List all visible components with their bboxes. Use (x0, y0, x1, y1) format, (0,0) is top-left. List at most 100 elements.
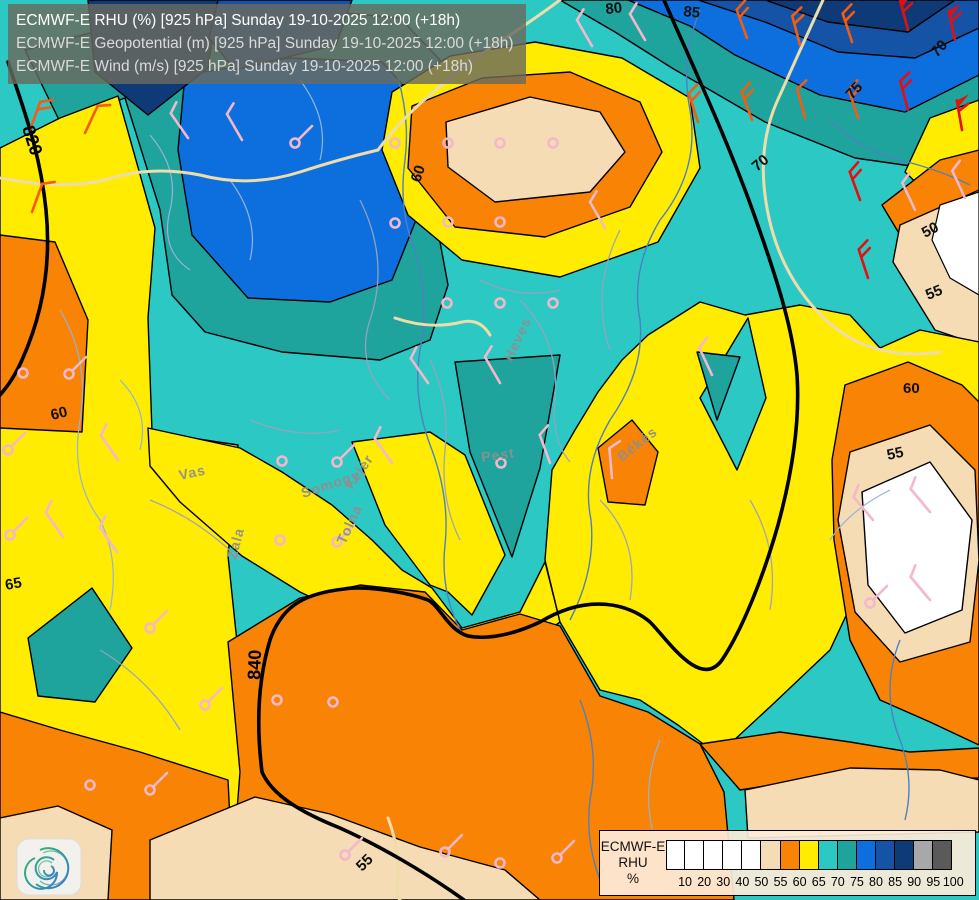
wind-barb (790, 6, 805, 47)
wind-barb (551, 839, 576, 864)
rhu-region (351, 431, 506, 616)
wind-barb (857, 239, 872, 280)
county-label: Vas (177, 462, 207, 483)
wind-barb (495, 457, 507, 469)
legend-tick: 30 (716, 874, 731, 889)
legend-swatch (856, 839, 877, 870)
wind-barb (271, 694, 283, 706)
wind-barb (575, 8, 594, 48)
legend-tick: 85 (888, 874, 903, 889)
wind-barb (909, 564, 932, 602)
legend-swatch (876, 839, 896, 870)
wind-barb (199, 686, 224, 711)
legend-scale: 10 20 30 40 50 55 60 65 70 75 80 85 90 9… (666, 838, 975, 889)
title-line-wind: ECMWF-E Wind (m/s) [925 hPa] Sunday 19-1… (16, 58, 474, 75)
legend-title-model: ECMWF-E (600, 839, 666, 854)
wind-barb (847, 79, 862, 120)
legend-swatch (799, 839, 819, 870)
wind-barb (439, 833, 464, 858)
legend-tick: 75 (849, 874, 864, 889)
wind-barb (947, 4, 962, 42)
wind-barb (99, 422, 120, 462)
wind-barb (339, 836, 364, 861)
wind-barb (409, 345, 430, 385)
legend-title-param: RHU (618, 855, 648, 870)
rhu-region (27, 587, 133, 703)
wind-barbs-layer (2, 0, 970, 869)
wind-barb (909, 476, 932, 514)
wind-barb (331, 443, 356, 468)
cyclone-swirl-icon (24, 847, 70, 890)
wind-barb (494, 297, 506, 309)
wind-barb (28, 98, 54, 132)
rhu-contour-label: 85 (683, 3, 701, 22)
legend-tick: 95 (926, 874, 941, 889)
rhu-region (699, 317, 767, 471)
wind-barb (83, 103, 112, 135)
wind-barb (327, 696, 339, 708)
rhu-region (696, 351, 741, 421)
legend-swatch (685, 839, 705, 870)
rhu-region (227, 584, 735, 900)
wind-barb (538, 424, 552, 465)
wind-barb (2, 431, 27, 456)
wind-barb (735, 0, 750, 40)
legend-tick: 70 (830, 874, 845, 889)
wind-barb (494, 137, 506, 149)
legend-tick: 90 (907, 874, 922, 889)
legend-swatch (761, 839, 781, 870)
wind-barb (740, 81, 755, 122)
wind-barb (289, 124, 314, 149)
legend-swatch (666, 839, 686, 870)
legend-tick: 80 (869, 874, 883, 889)
rhu-region (149, 796, 541, 900)
wind-barb (30, 180, 56, 214)
wind-barb (951, 159, 967, 200)
contour-label-layer: 80 85 75 70 70 60 60 65 50 55 55 60 55 8… (4, 0, 951, 875)
legend-tick-row: 10 20 30 40 50 55 60 65 70 75 80 85 90 9… (676, 870, 976, 889)
wind-barb (608, 439, 622, 480)
rhu-contour-label: 80 (605, 0, 623, 18)
provider-logo (16, 838, 82, 896)
wind-barb (483, 345, 502, 385)
wind-barb (63, 355, 88, 380)
legend-tick: 40 (735, 874, 750, 889)
wind-barb (852, 484, 875, 522)
rhu-region (861, 461, 973, 634)
wind-barb (276, 455, 288, 467)
legend-swatch-row (666, 839, 975, 870)
wind-barb (441, 297, 453, 309)
wind-barb (901, 171, 917, 212)
legend-swatch (704, 839, 724, 870)
rhu-contour-label: 60 (903, 380, 920, 397)
legend-tick: 55 (773, 874, 788, 889)
wind-barb (547, 137, 559, 149)
legend-tick: 50 (754, 874, 769, 889)
title-line-rhu: ECMWF-E RHU (%) [925 hPa] Sunday 19-10-2… (16, 12, 461, 29)
wind-barb (841, 3, 856, 44)
geopotential-840-line (256, 0, 800, 900)
rhu-contour-label: 50 (919, 219, 942, 242)
wind-barb (144, 771, 169, 796)
wind-barb (698, 336, 714, 377)
wind-barb (898, 71, 913, 112)
legend-tick: 65 (811, 874, 826, 889)
wind-barb (494, 857, 506, 869)
wind-barb (442, 216, 454, 228)
title-block: ECMWF-E RHU (%) [925 hPa] Sunday 19-10-2… (8, 4, 526, 84)
legend-tick: 20 (697, 874, 712, 889)
legend-swatch (723, 839, 743, 870)
wind-barb (44, 499, 65, 539)
legend-swatch (818, 839, 838, 870)
legend-title-unit: % (626, 871, 639, 886)
rhu-region (445, 96, 626, 203)
legend-tick: 100 (942, 874, 964, 889)
rhu-contour-label: 60 (408, 163, 429, 184)
county-label: Pest (480, 444, 515, 465)
wind-barb (331, 523, 356, 548)
legend-swatch (837, 839, 857, 870)
wind-barb (169, 100, 190, 140)
legend-tick: 10 (678, 874, 692, 889)
wind-barb (588, 190, 607, 230)
